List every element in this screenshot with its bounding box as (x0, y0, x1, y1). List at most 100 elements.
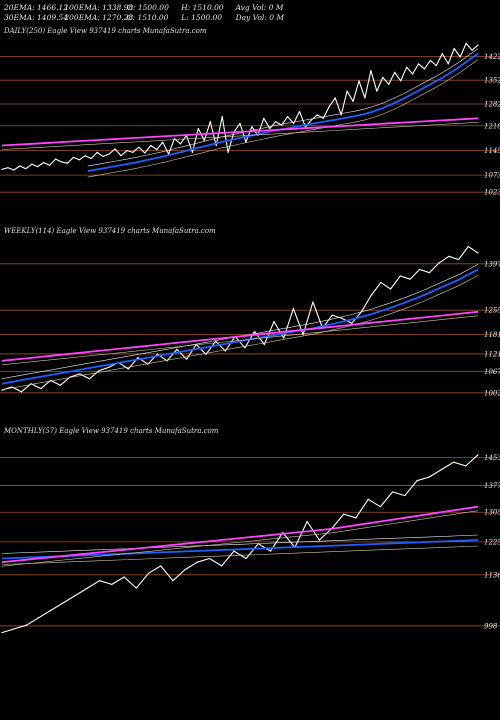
weekly-panel-title: WEEKLY(114) Eagle View 937419 charts Mun… (4, 227, 216, 235)
daily-price-point (376, 90, 378, 92)
weekly-price-point (467, 245, 469, 248)
monthly-level-label-5: 998 (484, 622, 498, 630)
header-day-vol: Day Vol: 0 M (235, 13, 285, 22)
daily-price-point (209, 121, 211, 123)
weekly-ema_fast-line (1, 268, 479, 385)
monthly-price-point (86, 587, 89, 589)
monthly-price-point (221, 565, 223, 567)
monthly-price-point (269, 550, 272, 552)
daily-price-point (263, 117, 265, 119)
monthly-price-point (74, 594, 76, 597)
header-20ema: 20EMA: 1466.12 (4, 3, 69, 12)
monthly-price-point (123, 576, 125, 578)
daily-ema_slow-line (1, 117, 479, 147)
daily-price-point (78, 159, 80, 161)
monthly-level-label-0: 1453 (484, 454, 500, 462)
weekly-price-point (438, 262, 440, 264)
daily-price-point (447, 63, 449, 65)
monthly-price-point (379, 506, 381, 508)
monthly-price-point (440, 469, 442, 471)
monthly-price-point (184, 569, 186, 571)
header-row-2: 30EMA: 1409.54 200EMA: 1270.28 C: 1510.0… (4, 13, 284, 22)
weekly-price-point (244, 347, 246, 349)
daily-price-point (54, 158, 57, 160)
daily-ema_fast-companion-0 (87, 59, 479, 178)
monthly-price-point (416, 480, 418, 482)
weekly-level-label-5: 1002 (484, 389, 500, 397)
monthly-price-point (452, 461, 455, 463)
header-close: C: 1510.00 (126, 13, 169, 22)
daily-ema_fast-companion-1 (87, 48, 479, 167)
monthly-price-point (208, 557, 211, 560)
daily-price-point (43, 161, 45, 164)
monthly-price-point (428, 476, 430, 478)
daily-price-point (471, 49, 473, 51)
monthly-price-point (13, 628, 15, 630)
monthly-ema_fast-companion-0 (1, 545, 479, 565)
daily-price-point (19, 165, 21, 167)
daily-price-point (239, 122, 241, 125)
weekly-ema_fast-companion-0 (1, 275, 479, 390)
weekly-price-point (477, 252, 479, 254)
monthly-ema_fast-line (1, 539, 479, 560)
daily-level-label-4: 1145 (484, 147, 500, 155)
daily-level-label-2: 1282 (484, 101, 500, 109)
daily-price-point (90, 157, 92, 160)
weekly-ema_slow-line (1, 310, 479, 362)
header-low: L: 1500.00 (181, 13, 223, 22)
monthly-price-point (367, 498, 369, 500)
monthly-price-point (233, 550, 235, 552)
weekly-price-point (457, 258, 460, 261)
daily-price-point (114, 148, 116, 150)
daily-price-point (358, 80, 360, 82)
monthly-price-point (245, 557, 247, 560)
weekly-price-point (302, 334, 304, 336)
monthly-price-point (355, 517, 357, 519)
daily-price-point (453, 47, 455, 50)
daily-price-point (400, 80, 402, 82)
weekly-price-point (341, 317, 343, 319)
daily-price-point (13, 169, 15, 171)
daily-price-point (316, 114, 318, 116)
daily-price-point (49, 164, 51, 166)
daily-price-point (162, 141, 164, 143)
daily-price-point (1, 168, 3, 170)
monthly-level-label-4: 1136 (484, 571, 500, 579)
daily-price-point (304, 126, 307, 128)
daily-price-point (423, 68, 426, 70)
daily-level-label-1: 1352 (484, 77, 500, 85)
monthly-price-point (172, 580, 174, 582)
weekly-price-point (380, 281, 382, 284)
daily-price-point (322, 117, 324, 119)
daily-price-point (275, 121, 277, 123)
monthly-price-point (318, 539, 320, 541)
weekly-price-point (30, 383, 32, 385)
monthly-price-point (1, 631, 3, 634)
monthly-price-point (62, 602, 64, 604)
daily-price-point (215, 144, 217, 147)
weekly-price-point (331, 314, 333, 316)
header-avg-vol: Avg Vol: 0 M (235, 3, 284, 12)
weekly-price-point (370, 294, 372, 297)
daily-price-point (7, 167, 9, 169)
weekly-price-point (409, 278, 411, 280)
daily-price-point (132, 151, 134, 153)
monthly-price-line (1, 454, 479, 634)
weekly-ema_slow-companion-0 (1, 315, 479, 366)
daily-price-point (221, 115, 223, 118)
weekly-price-point (389, 288, 392, 290)
monthly-price-point (160, 565, 162, 567)
monthly-price-point (391, 491, 394, 493)
monthly-price-point (282, 531, 284, 534)
header-row-1: 20EMA: 1466.12 100EMA: 1338.98 O: 1500.0… (4, 3, 284, 12)
daily-price-point (310, 119, 312, 121)
weekly-price-point (273, 321, 275, 323)
header-high: H: 1510.00 (181, 3, 224, 12)
monthly-price-point (465, 465, 467, 467)
daily-panel-title: DAILY(250) Eagle View 937419 charts Muna… (4, 27, 207, 35)
daily-price-point (108, 153, 110, 155)
daily-price-point (179, 143, 182, 145)
weekly-price-point (108, 366, 110, 368)
daily-price-point (102, 155, 104, 158)
